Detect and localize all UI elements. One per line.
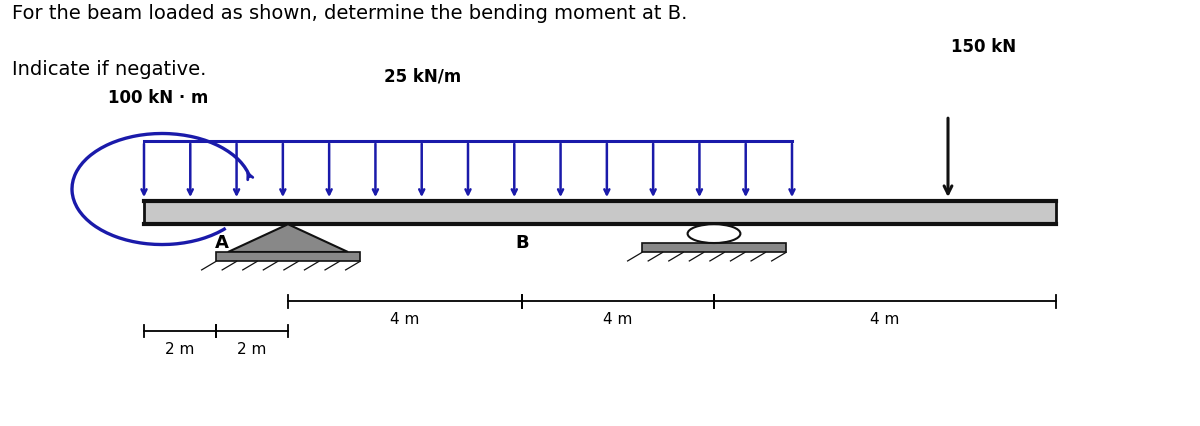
Text: 100 kN · m: 100 kN · m xyxy=(108,89,209,106)
Bar xyxy=(144,201,1056,225)
Text: 4 m: 4 m xyxy=(390,311,420,326)
Bar xyxy=(642,243,786,253)
Text: For the beam loaded as shown, determine the bending moment at B.: For the beam loaded as shown, determine … xyxy=(12,4,688,23)
Text: 25 kN/m: 25 kN/m xyxy=(384,67,461,85)
Text: B: B xyxy=(515,233,529,251)
Bar xyxy=(216,252,360,262)
Text: 2 m: 2 m xyxy=(238,341,266,356)
Text: 4 m: 4 m xyxy=(870,311,900,326)
Polygon shape xyxy=(228,225,348,252)
Text: 4 m: 4 m xyxy=(604,311,632,326)
Text: 150 kN: 150 kN xyxy=(952,37,1016,55)
Circle shape xyxy=(688,225,740,244)
Text: A: A xyxy=(215,233,229,251)
Text: 2 m: 2 m xyxy=(166,341,194,356)
Text: Indicate if negative.: Indicate if negative. xyxy=(12,60,206,78)
